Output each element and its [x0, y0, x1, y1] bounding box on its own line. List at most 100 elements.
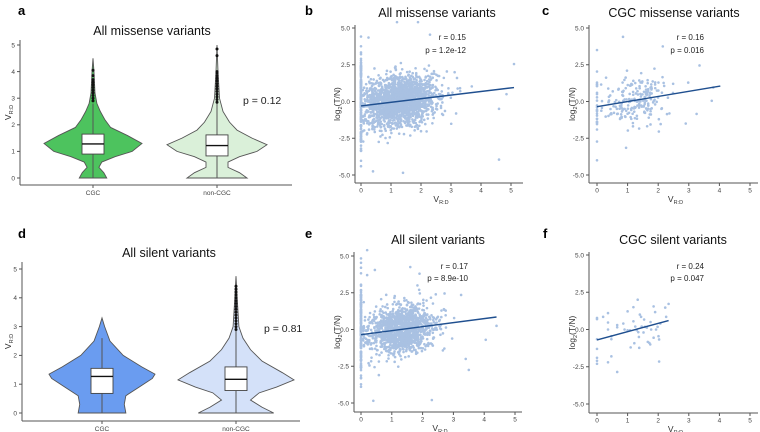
panel-e-data-point [359, 346, 363, 350]
panel-b-data-point [399, 91, 402, 94]
panel-e-data-point [368, 338, 371, 342]
panel-b-data-point [436, 88, 439, 92]
panel-b-data-point [380, 122, 384, 126]
panel-c-data-point [619, 104, 623, 108]
panel-b-data-point [380, 85, 384, 89]
panel-c-data-point [595, 112, 599, 115]
panel-b-data-point [435, 79, 438, 82]
panel-b-data-point [374, 97, 378, 101]
panel-b-data-point [380, 111, 383, 114]
panel-b-data-point [383, 127, 387, 130]
panel-e-data-point [400, 315, 404, 319]
panel-c-data-point [633, 97, 636, 101]
panel-c-data-point [642, 90, 646, 94]
panel-e-data-point [399, 317, 402, 320]
panel-a-outlier-point [215, 100, 219, 104]
panel-e-data-point [370, 356, 373, 359]
panel-b-data-point [392, 95, 395, 98]
panel-a-outlier-point [91, 78, 95, 82]
panel-b-data-point [425, 79, 429, 83]
panel-b-data-point [424, 83, 427, 87]
panel-b-data-point [411, 105, 414, 108]
panel-f-data-point [632, 305, 635, 309]
panel-a-outlier-point [91, 96, 95, 100]
panel-e-x-label: VR:D [432, 423, 447, 432]
panel-e-data-point [418, 342, 422, 346]
panel-e-data-point [378, 310, 382, 313]
panel-f-data-point [649, 320, 652, 324]
panel-b-data-point [455, 76, 459, 80]
panel-e-data-point [409, 314, 413, 318]
panel-d-x-tick-label: non-CGC [222, 426, 250, 432]
panel-letter-d: d [18, 226, 26, 241]
panel-b-data-point [390, 78, 394, 81]
panel-e-data-point [376, 348, 379, 352]
panel-c-data-point [612, 111, 616, 115]
panel-e-data-point [420, 337, 424, 340]
panel-c-data-point [649, 109, 652, 113]
panel-d-outlier-point [234, 310, 238, 314]
panel-d-y-tick-label: 4 [13, 295, 17, 302]
panel-a-outlier-point [215, 87, 219, 91]
panel-b-data-point [415, 94, 418, 98]
panel-c-y-tick-label: 5.0 [575, 25, 584, 32]
panel-b-data-point [426, 117, 430, 120]
panel-c-data-point [633, 105, 636, 109]
panel-b-data-point [384, 129, 387, 133]
panel-a-outlier-point [91, 91, 95, 95]
panel-b-data-point [456, 87, 459, 90]
panel-b-data-point [497, 107, 501, 111]
panel-e-data-point [387, 312, 391, 316]
panel-f-data-point [637, 346, 641, 350]
panel-e-data-point [367, 318, 370, 321]
panel-e-data-point [379, 297, 383, 301]
panel-b-data-point [417, 95, 420, 99]
panel-f-plot: 0 1 2 3 4 5 -5.0 -2.5 0.0 2.5 5.0 [573, 252, 758, 425]
panel-b-data-point [390, 103, 393, 106]
panel-b-data-point [387, 81, 391, 85]
panel-e-data-point [392, 352, 396, 355]
panel-b-data-point [396, 122, 399, 125]
panel-e-data-point [407, 319, 411, 322]
panel-d-y-tick-label: 1 [13, 382, 17, 389]
panel-b-data-point [395, 113, 399, 117]
panel-c-data-point [666, 96, 670, 99]
panel-b-data-point [401, 83, 404, 87]
panel-c-x-tick-label: 1 [626, 188, 630, 195]
panel-e-data-point [398, 306, 401, 309]
panel-b-data-point [409, 89, 413, 93]
panel-e-data-point [438, 324, 441, 328]
panel-e-data-point [396, 351, 400, 354]
panel-f-data-point [610, 355, 613, 358]
panel-c-p: p = 0.016 [670, 46, 704, 55]
panel-b-data-point [428, 33, 432, 36]
panel-e-data-point [425, 337, 429, 341]
panel-b-data-point [381, 88, 385, 91]
panel-c-data-point [657, 117, 661, 121]
panel-b-data-point [458, 86, 462, 90]
panel-b-data-point [427, 108, 430, 111]
panel-b-data-point [391, 81, 394, 85]
panel-c-data-point [607, 114, 610, 118]
panel-e-data-point [359, 290, 363, 294]
panel-c-data-point [625, 69, 629, 72]
panel-c-data-point [617, 88, 620, 91]
panel-b-data-point [372, 128, 376, 131]
panel-c-data-point [653, 67, 656, 70]
panel-c-data-point [686, 81, 690, 84]
panel-a-y-tick-label: 0 [11, 175, 15, 182]
panel-c-data-point [607, 95, 611, 99]
panel-c-data-point [646, 90, 649, 94]
panel-b-data-point [380, 90, 383, 94]
panel-b-data-point [361, 94, 365, 97]
panel-b-data-point [451, 91, 454, 94]
panel-b-data-point [428, 91, 432, 95]
panel-c-data-point [633, 81, 637, 85]
panel-b-data-point [370, 114, 374, 118]
panel-e-data-point [396, 365, 400, 368]
panel-e-data-point [404, 310, 407, 314]
panel-b-data-point [392, 118, 396, 122]
panel-c-y-tick-label: 0.0 [575, 99, 584, 106]
panel-e-data-point [405, 346, 409, 349]
panel-c-data-point [631, 93, 635, 97]
